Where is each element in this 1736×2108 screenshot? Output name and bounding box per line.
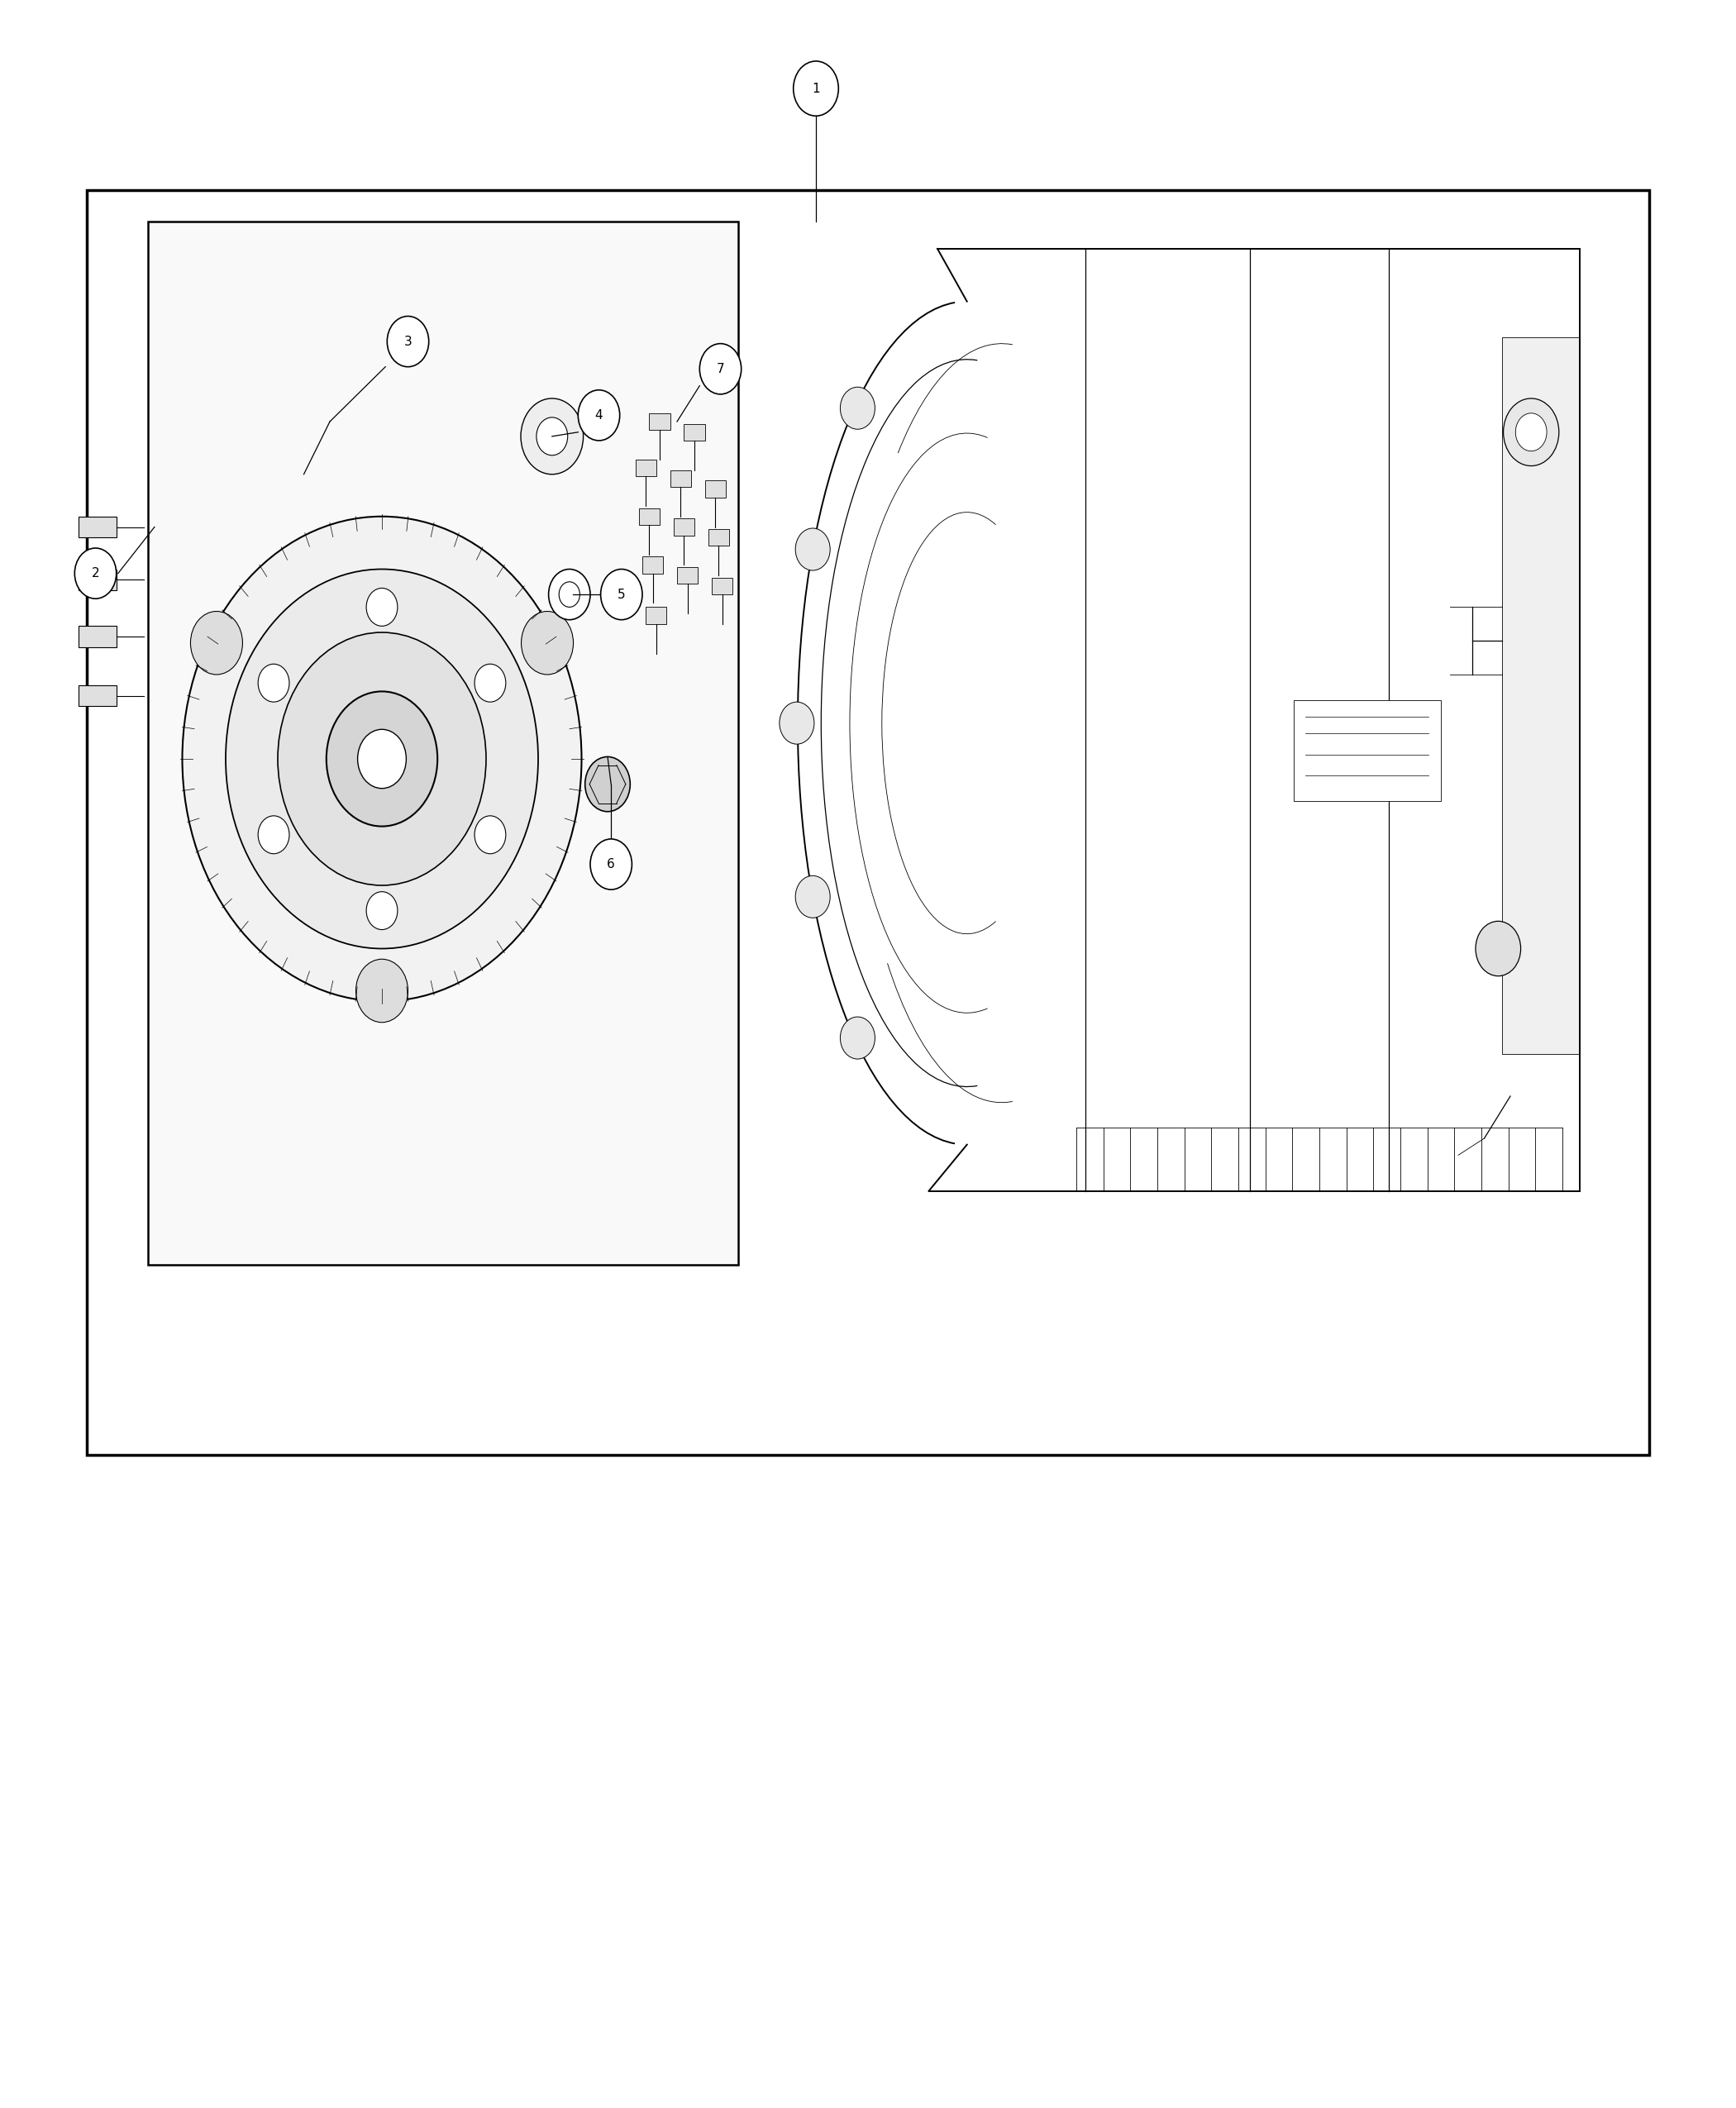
Text: 7: 7 xyxy=(717,363,724,375)
FancyBboxPatch shape xyxy=(712,578,733,594)
Circle shape xyxy=(182,516,582,1001)
Circle shape xyxy=(278,632,486,885)
Text: 5: 5 xyxy=(618,588,625,601)
Circle shape xyxy=(358,729,406,788)
Bar xyxy=(87,190,1649,1455)
Circle shape xyxy=(75,548,116,599)
Circle shape xyxy=(601,569,642,620)
Circle shape xyxy=(549,569,590,620)
Polygon shape xyxy=(1502,337,1580,1054)
Circle shape xyxy=(366,588,398,626)
FancyBboxPatch shape xyxy=(684,424,705,441)
FancyBboxPatch shape xyxy=(705,481,726,497)
Circle shape xyxy=(356,959,408,1022)
Circle shape xyxy=(700,344,741,394)
FancyBboxPatch shape xyxy=(677,567,698,584)
FancyBboxPatch shape xyxy=(646,607,667,624)
FancyBboxPatch shape xyxy=(78,626,116,647)
FancyBboxPatch shape xyxy=(642,557,663,573)
Text: 4: 4 xyxy=(595,409,602,422)
FancyBboxPatch shape xyxy=(78,685,116,706)
Circle shape xyxy=(259,816,290,854)
FancyBboxPatch shape xyxy=(649,413,670,430)
Circle shape xyxy=(474,816,505,854)
Text: 2: 2 xyxy=(92,567,99,580)
Circle shape xyxy=(474,664,505,702)
Text: 1: 1 xyxy=(812,82,819,95)
Circle shape xyxy=(1516,413,1547,451)
Circle shape xyxy=(590,839,632,890)
FancyBboxPatch shape xyxy=(670,470,691,487)
Circle shape xyxy=(840,388,875,430)
Circle shape xyxy=(521,611,573,675)
FancyBboxPatch shape xyxy=(708,529,729,546)
Circle shape xyxy=(795,529,830,571)
Circle shape xyxy=(326,691,437,826)
FancyBboxPatch shape xyxy=(78,516,116,538)
Circle shape xyxy=(521,398,583,474)
Circle shape xyxy=(191,611,243,675)
Circle shape xyxy=(585,757,630,812)
Circle shape xyxy=(578,390,620,441)
FancyBboxPatch shape xyxy=(635,460,656,476)
Circle shape xyxy=(779,702,814,744)
Circle shape xyxy=(795,875,830,917)
FancyBboxPatch shape xyxy=(78,569,116,590)
Circle shape xyxy=(387,316,429,367)
Circle shape xyxy=(536,417,568,455)
Circle shape xyxy=(840,1016,875,1058)
Circle shape xyxy=(1503,398,1559,466)
Bar xyxy=(1293,700,1441,801)
Polygon shape xyxy=(148,221,738,1265)
Text: 6: 6 xyxy=(608,858,615,871)
Text: 3: 3 xyxy=(404,335,411,348)
Circle shape xyxy=(366,892,398,930)
Circle shape xyxy=(793,61,838,116)
Circle shape xyxy=(559,582,580,607)
FancyBboxPatch shape xyxy=(639,508,660,525)
Circle shape xyxy=(259,664,290,702)
Circle shape xyxy=(226,569,538,949)
Circle shape xyxy=(1476,921,1521,976)
FancyBboxPatch shape xyxy=(674,519,694,535)
